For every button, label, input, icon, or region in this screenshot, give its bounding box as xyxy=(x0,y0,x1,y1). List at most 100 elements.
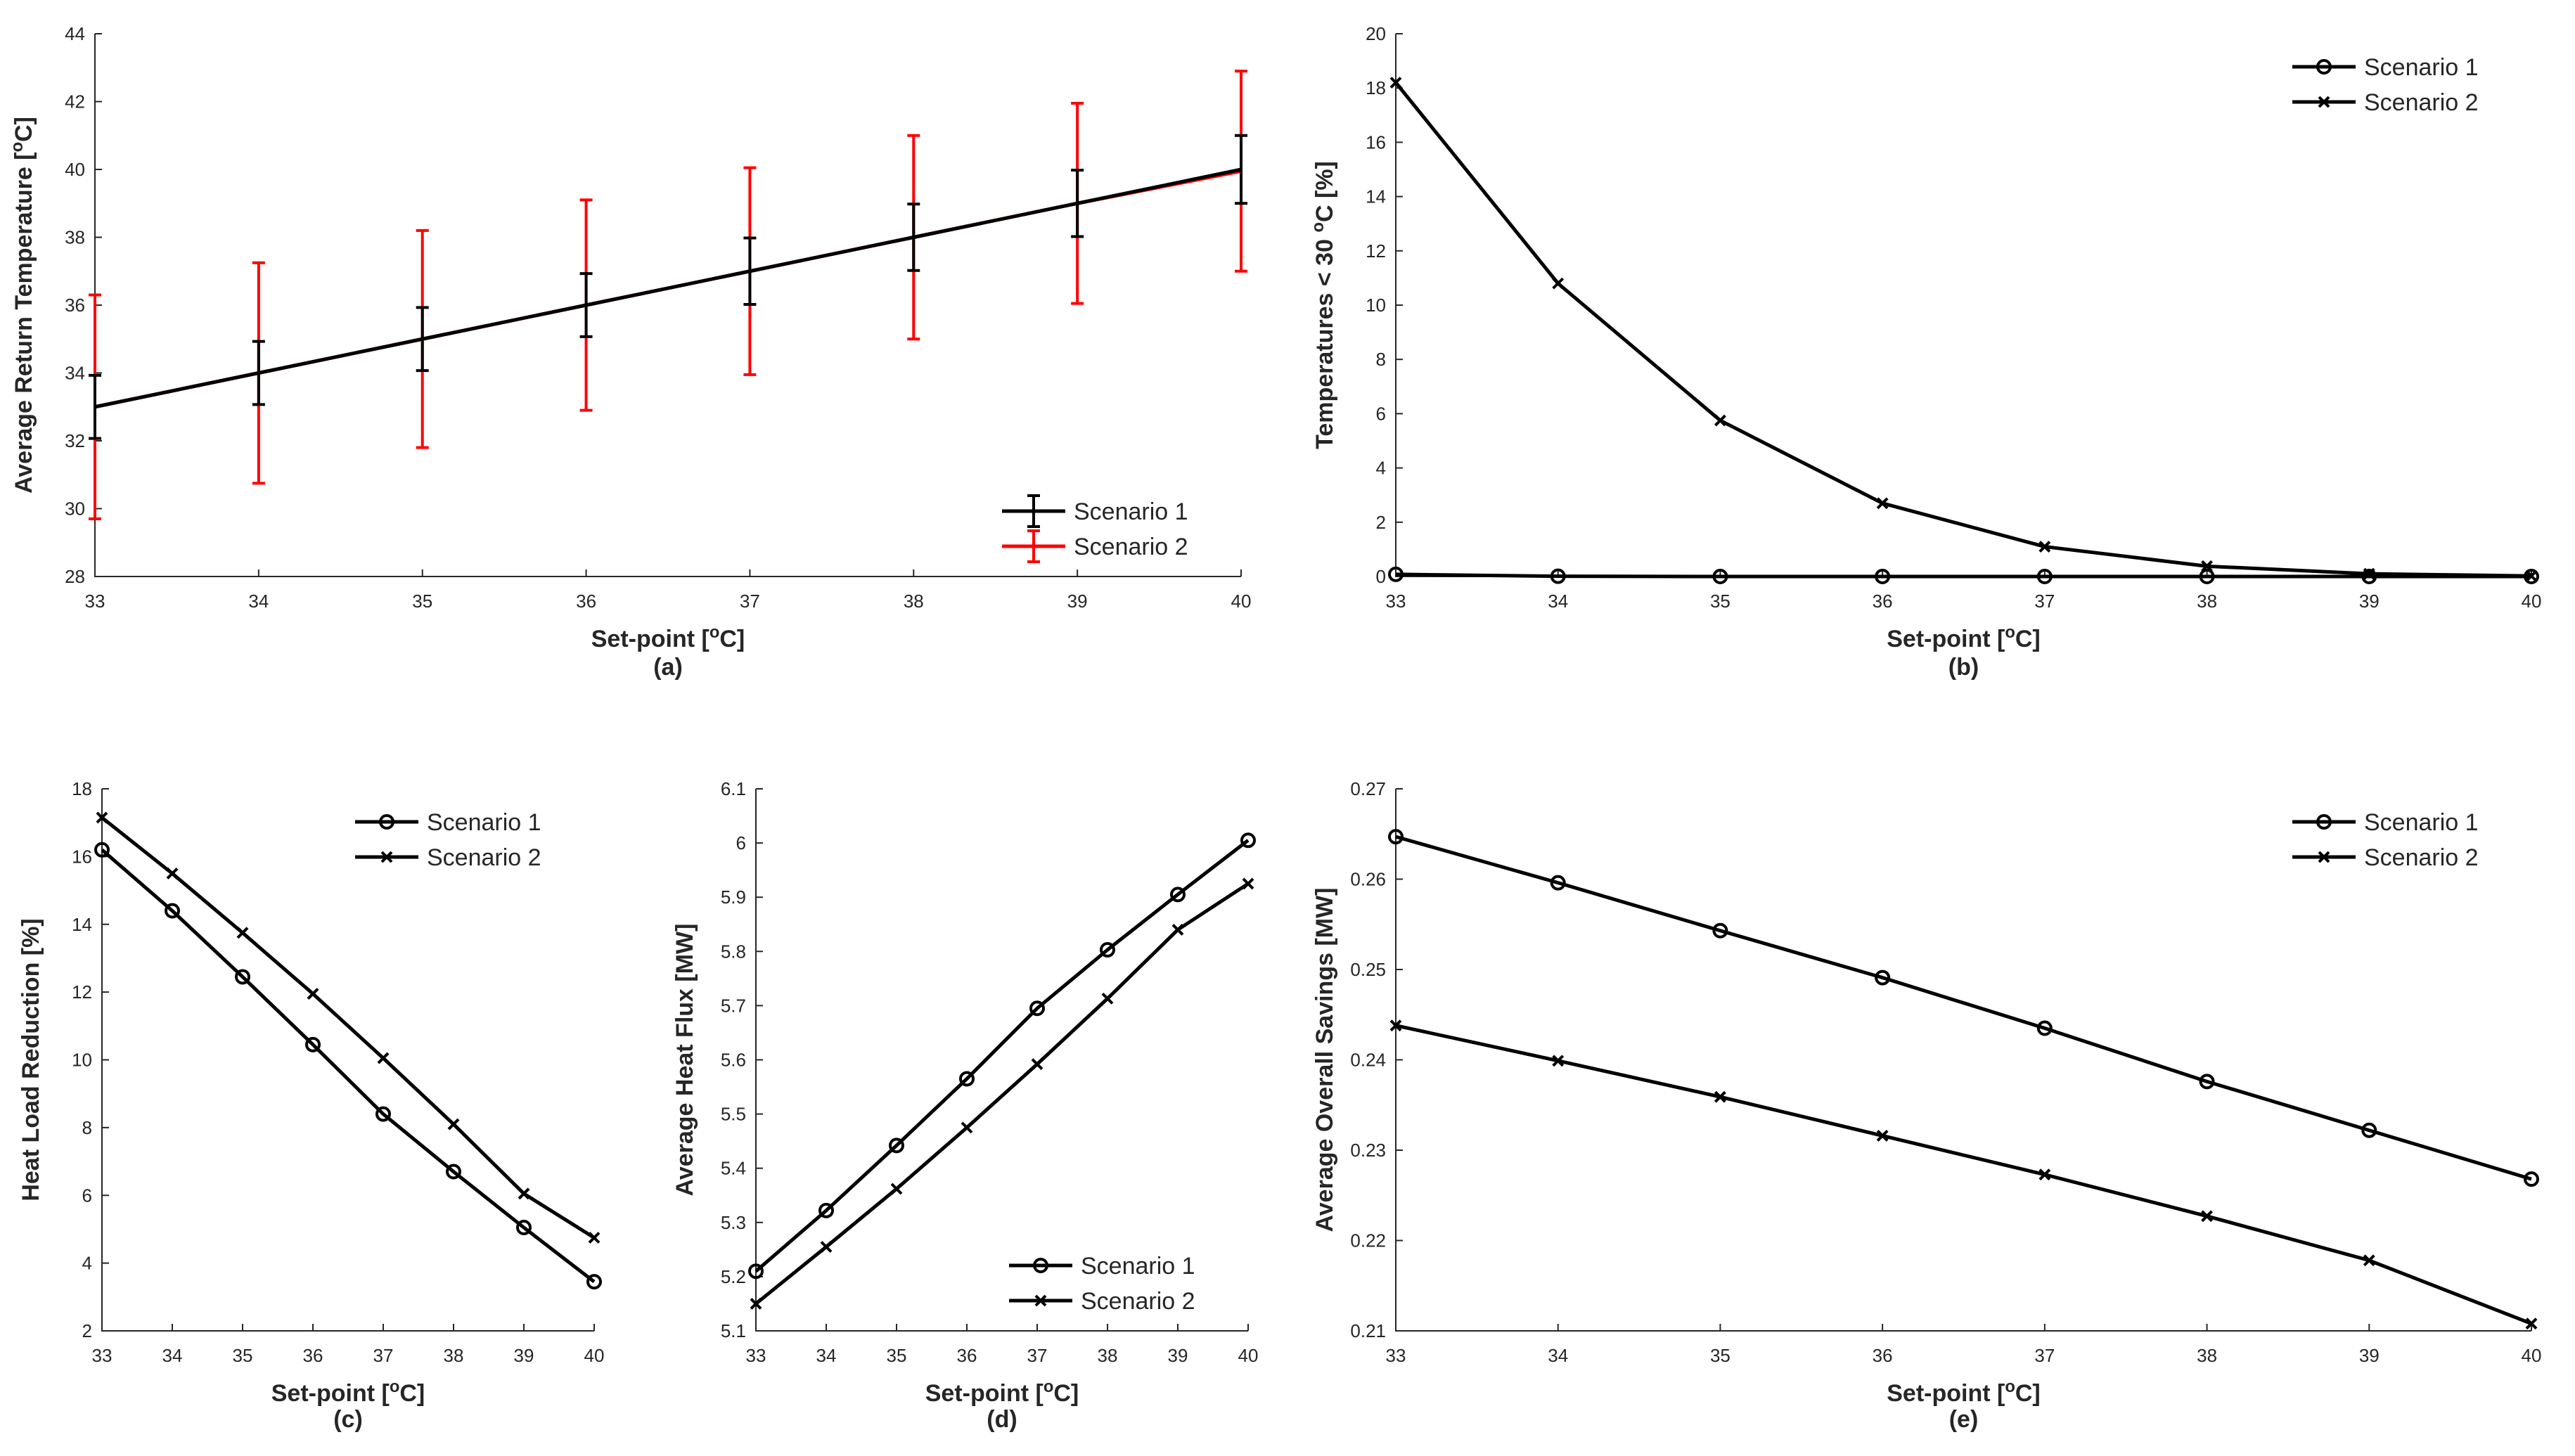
x-tick-label-b: 35 xyxy=(1710,591,1730,612)
x-tick-label-e: 33 xyxy=(1386,1345,1406,1366)
y-tick-label-a: 36 xyxy=(65,295,85,316)
y-tick-label-c: 18 xyxy=(72,778,92,799)
series-d-1 xyxy=(748,832,1256,1280)
x-tick-label-d: 37 xyxy=(1027,1345,1048,1366)
x-axis-label-d: Set-point [oC] xyxy=(925,1377,1079,1407)
data-point-d-1 xyxy=(959,1071,975,1087)
caption-c: (c) xyxy=(333,1406,363,1433)
y-tick-label-d: 5.9 xyxy=(721,887,746,908)
legend-label-d-2: Scenario 2 xyxy=(1081,1288,1195,1315)
legend-label-e-2: Scenario 2 xyxy=(2364,844,2479,871)
legend-label-c-1: Scenario 1 xyxy=(427,809,541,836)
y-tick-label-d: 5.7 xyxy=(721,995,746,1016)
legend-marker-c-2 xyxy=(380,851,393,863)
chart-d: 33 34 35 36 37 38 39 40 5.1 5.2 5.3 5.4 5.5 5.6 5.7 5.8… xyxy=(672,778,1258,1433)
data-point-d-1 xyxy=(748,1263,764,1280)
y-tick-label-d: 6 xyxy=(736,832,746,853)
y-tick-label-e: 0.22 xyxy=(1350,1230,1386,1251)
data-point-e-2 xyxy=(1389,1019,1402,1032)
data-point-e-1 xyxy=(1712,922,1728,939)
series-d-2 xyxy=(750,877,1254,1310)
data-point-e-1 xyxy=(2524,1171,2539,1187)
legend-marker-a-2 xyxy=(1027,529,1040,563)
y-tick-label-d: 6.1 xyxy=(721,778,746,799)
x-tick-label-c: 36 xyxy=(303,1345,323,1366)
data-point-d-2 xyxy=(1242,877,1254,890)
data-point-c-1 xyxy=(94,842,110,858)
legend-label-a-1: Scenario 1 xyxy=(1074,498,1188,525)
y-tick-label-e: 0.25 xyxy=(1350,959,1386,980)
x-tick-label-d: 36 xyxy=(957,1345,977,1366)
series-b-1 xyxy=(1388,566,2539,584)
legend-b: Scenario 1 Scenario 2 xyxy=(2292,54,2479,116)
x-tick-label-c: 33 xyxy=(92,1345,113,1366)
data-point-d-2 xyxy=(961,1121,973,1134)
y-axis-label-b: Temperatures < 30 oC [%] xyxy=(1309,161,1339,449)
legend-label-b-2: Scenario 2 xyxy=(2364,89,2479,116)
x-tick-label-a: 34 xyxy=(248,591,269,612)
y-tick-label-d: 5.2 xyxy=(721,1266,746,1287)
data-point-e-1 xyxy=(2036,1020,2053,1036)
y-tick-label-c: 2 xyxy=(82,1320,92,1341)
data-point-b-1 xyxy=(2361,569,2377,584)
legend-marker-b-2 xyxy=(2318,96,2330,108)
y-tick-label-b: 16 xyxy=(1366,131,1386,153)
y-tick-label-b: 0 xyxy=(1376,566,1386,587)
y-tick-label-c: 14 xyxy=(72,914,92,935)
y-tick-label-e: 0.23 xyxy=(1350,1140,1386,1161)
y-tick-label-d: 5.8 xyxy=(721,941,746,962)
data-point-b-1 xyxy=(2036,569,2053,584)
x-tick-label-a: 36 xyxy=(576,591,596,612)
data-point-e-2 xyxy=(1552,1055,1565,1067)
x-tick-label-b: 39 xyxy=(2359,591,2380,612)
data-point-e-1 xyxy=(2199,1074,2215,1090)
legend-c: Scenario 1 Scenario 2 xyxy=(355,809,541,871)
data-point-b-1 xyxy=(1875,569,1891,584)
y-tick-label-d: 5.6 xyxy=(721,1050,746,1071)
y-tick-label-d: 5.3 xyxy=(721,1212,746,1233)
series-line-b-2 xyxy=(1394,81,2532,578)
data-point-c-2 xyxy=(236,927,249,939)
chart-e: 33 34 35 36 37 38 39 40 0.21 0.22 0.23 0.24 0.25 0.26… xyxy=(1311,778,2541,1433)
x-tick-label-e: 40 xyxy=(2522,1345,2542,1366)
series-e-1 xyxy=(1388,829,2539,1187)
data-point-b-2 xyxy=(2525,569,2538,582)
x-tick-label-b: 34 xyxy=(1548,591,1568,612)
legend-e: Scenario 1 Scenario 2 xyxy=(2292,809,2479,871)
y-tick-label-b: 2 xyxy=(1376,512,1386,533)
series-line-e-1 xyxy=(1395,835,2532,1181)
data-point-b-2 xyxy=(2363,567,2375,580)
x-tick-label-d: 39 xyxy=(1168,1345,1188,1366)
y-tick-label-c: 10 xyxy=(72,1050,92,1071)
x-tick-label-b: 36 xyxy=(1873,591,1893,612)
series-line-c-1 xyxy=(101,848,596,1284)
x-tick-label-e: 35 xyxy=(1710,1345,1730,1366)
legend-marker-e-1 xyxy=(2316,814,2332,830)
x-tick-label-a: 39 xyxy=(1067,591,1088,612)
legend-marker-c-1 xyxy=(379,814,394,830)
data-point-d-2 xyxy=(890,1183,903,1195)
series-line-e-2 xyxy=(1395,1024,2532,1326)
series-line-d-2 xyxy=(754,882,1250,1306)
series-a-1 xyxy=(89,134,1247,440)
error-bar-a-1 xyxy=(1071,168,1084,238)
data-point-e-1 xyxy=(2361,1122,2377,1138)
error-bar-a-1 xyxy=(907,202,920,272)
y-axis-label-a: Average Return Temperature [oC] xyxy=(8,117,38,494)
x-tick-label-d: 34 xyxy=(816,1345,837,1366)
x-tick-label-d: 40 xyxy=(1238,1345,1259,1366)
legend-label-c-2: Scenario 2 xyxy=(427,844,541,871)
y-tick-label-a: 44 xyxy=(65,23,85,44)
y-tick-label-e: 0.21 xyxy=(1350,1320,1386,1341)
caption-d: (d) xyxy=(987,1406,1017,1433)
data-point-c-2 xyxy=(307,988,319,1000)
data-point-e-1 xyxy=(1550,875,1566,891)
x-tick-label-b: 40 xyxy=(2522,591,2542,612)
series-line-a-1 xyxy=(94,167,1242,409)
data-point-c-1 xyxy=(446,1164,461,1180)
data-point-e-2 xyxy=(1876,1130,1889,1142)
data-point-d-1 xyxy=(889,1138,904,1154)
series-e-2 xyxy=(1389,1019,2538,1330)
y-tick-label-b: 8 xyxy=(1376,349,1386,370)
